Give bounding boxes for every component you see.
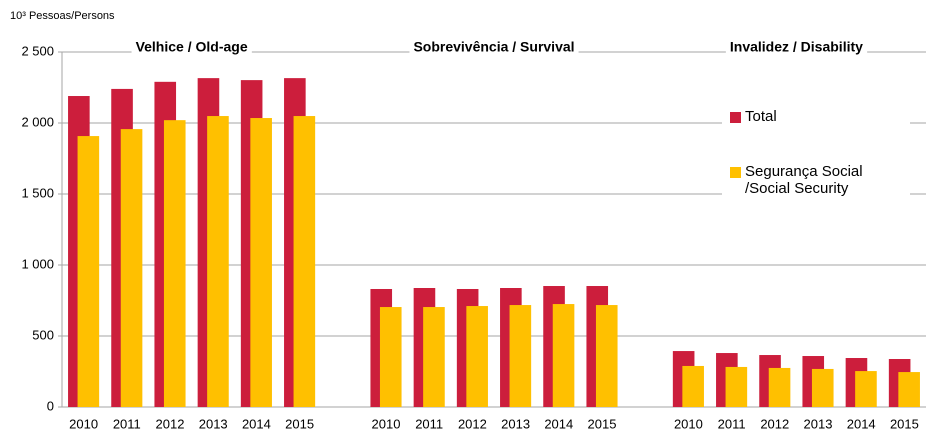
bar (466, 306, 488, 407)
bar (77, 136, 100, 407)
x-tick-label: 2011 (718, 416, 746, 431)
y-tick-label: 1 000 (21, 256, 54, 271)
x-tick-label: 2010 (69, 416, 98, 431)
bar (552, 304, 575, 407)
legend-swatch (730, 112, 741, 123)
x-tick-label: 2012 (458, 416, 487, 431)
bar (423, 307, 445, 407)
bar (120, 129, 143, 407)
bar (725, 366, 748, 407)
x-tick-label: 2010 (674, 416, 703, 431)
y-tick-label: 0 (47, 398, 54, 413)
legend: Total Segurança Social /Social Security (722, 98, 910, 205)
label-background (131, 38, 252, 55)
y-tick-label: 2 500 (21, 43, 54, 58)
bar (250, 118, 272, 407)
x-tick-label: 2012 (156, 416, 185, 431)
bar (768, 367, 791, 407)
x-tick-label: 2014 (544, 416, 573, 431)
bar (379, 307, 402, 407)
label-background (409, 38, 579, 55)
x-tick-label: 2012 (760, 416, 789, 431)
legend-item: Segurança Social /Social Security (730, 163, 910, 197)
bar (811, 368, 834, 407)
legend-item: Total (730, 108, 910, 125)
x-tick-label: 2010 (372, 416, 401, 431)
group-label: Velhice / Old-age (136, 39, 248, 55)
bar (898, 372, 920, 407)
y-axis-label: 10³ Pessoas/Persons (10, 10, 115, 22)
x-tick-label: 2011 (113, 416, 141, 431)
bar (293, 116, 316, 408)
x-tick-label: 2014 (847, 416, 876, 431)
group-label: Sobrevivência / Survival (413, 39, 574, 55)
bar (682, 365, 704, 407)
y-tick-label: 500 (32, 327, 54, 342)
y-tick-label: 2 000 (21, 114, 54, 129)
group-label: Invalidez / Disability (730, 39, 863, 55)
bar (855, 371, 877, 407)
x-tick-label: 2015 (890, 416, 919, 431)
bar (595, 305, 618, 407)
x-tick-label: 2013 (804, 416, 833, 431)
x-tick-label: 2014 (242, 416, 271, 431)
x-tick-label: 2011 (415, 416, 443, 431)
x-tick-label: 2015 (588, 416, 617, 431)
x-tick-label: 2015 (285, 416, 314, 431)
bar (207, 116, 229, 408)
legend-label: Segurança Social /Social Security (745, 163, 863, 197)
legend-label: Total (745, 108, 777, 125)
label-background (725, 38, 868, 55)
x-tick-label: 2013 (199, 416, 228, 431)
bar (163, 120, 186, 407)
bar (509, 305, 532, 407)
legend-swatch (730, 167, 741, 178)
x-tick-label: 2013 (501, 416, 530, 431)
y-tick-label: 1 500 (21, 185, 54, 200)
